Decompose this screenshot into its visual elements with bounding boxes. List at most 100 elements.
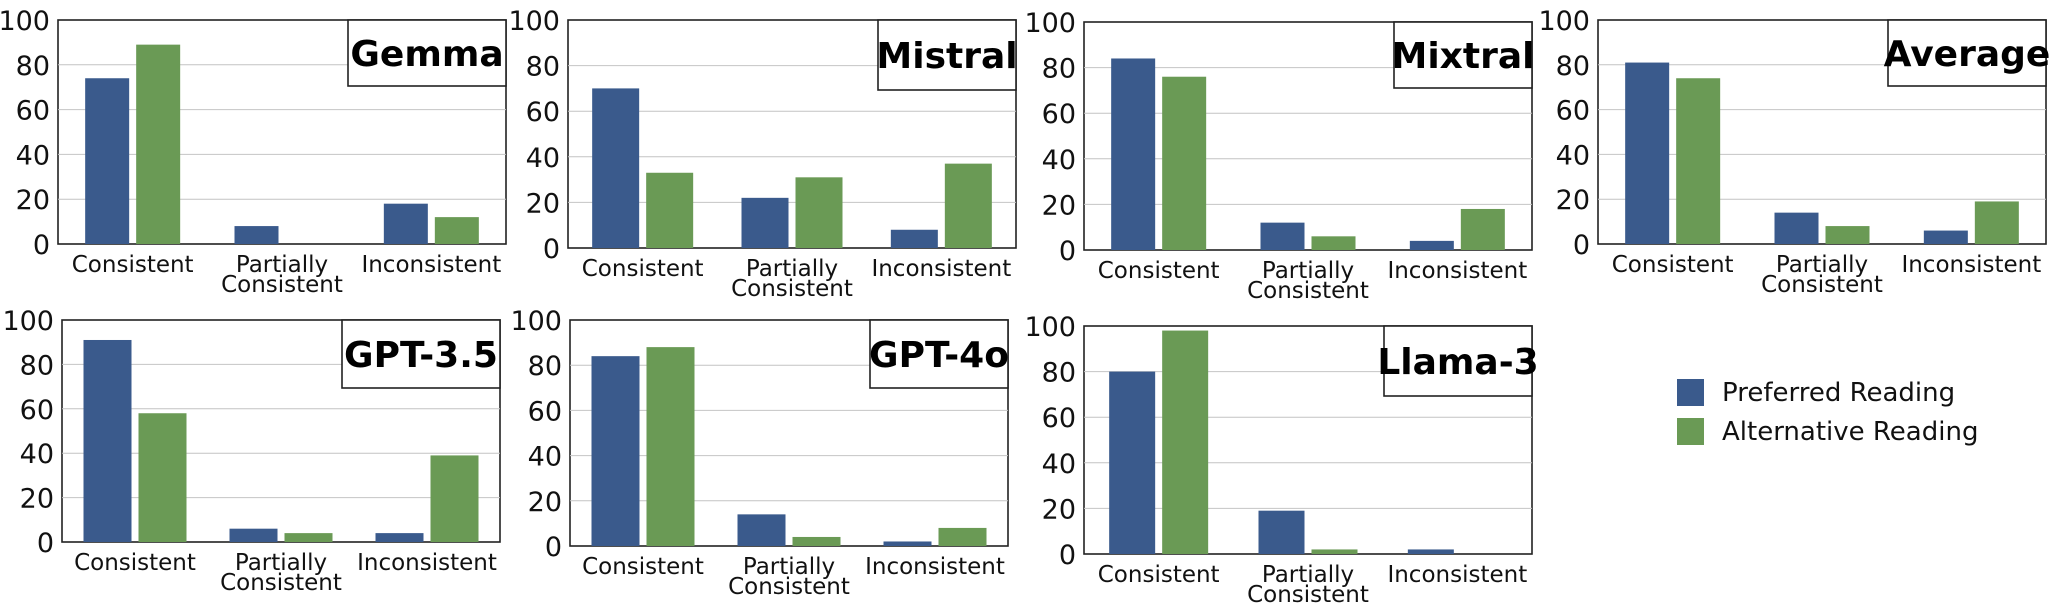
bar-alternative — [136, 44, 181, 244]
bar-preferred — [890, 229, 938, 248]
y-tick-label: 60 — [1042, 99, 1076, 130]
y-tick-label: 60 — [16, 96, 50, 127]
x-tick-label: Consistent — [1247, 582, 1369, 608]
bar-preferred — [83, 339, 132, 542]
bar-preferred — [1109, 371, 1156, 554]
x-tick-label: Partially — [746, 256, 838, 282]
bar-preferred — [1407, 549, 1454, 554]
x-tick-label: Consistent — [220, 570, 342, 596]
bar-preferred — [229, 528, 278, 542]
y-tick-label: 0 — [1573, 230, 1590, 261]
x-tick-label: Inconsistent — [865, 554, 1005, 580]
y-tick-label: 0 — [543, 234, 560, 265]
bar-alternative — [646, 172, 694, 248]
bar-alternative — [1460, 208, 1505, 250]
bar-preferred — [375, 533, 424, 542]
bar-preferred — [1260, 222, 1305, 250]
y-tick-label: 100 — [1024, 312, 1076, 343]
x-tick-label: Inconsistent — [871, 256, 1011, 282]
y-tick-label: 60 — [1556, 96, 1590, 127]
y-tick-label: 40 — [1556, 140, 1590, 171]
y-tick-label: 100 — [2, 306, 54, 337]
title-box — [877, 19, 1017, 91]
title-box — [1393, 21, 1533, 89]
x-tick-label: Inconsistent — [1901, 252, 2041, 278]
panel-title: Mixtral — [1392, 36, 1535, 77]
y-tick-label: 100 — [510, 306, 562, 337]
y-tick-label: 40 — [20, 439, 54, 470]
y-tick-label: 60 — [528, 396, 562, 427]
y-tick-label: 40 — [526, 143, 560, 174]
x-tick-label: Consistent — [728, 574, 850, 600]
y-tick-label: 80 — [1556, 51, 1590, 82]
x-tick-label: Partially — [1262, 258, 1354, 284]
x-tick-label: Consistent — [1098, 562, 1220, 588]
x-tick-label: Inconsistent — [361, 252, 501, 278]
x-tick-label: Partially — [1776, 252, 1868, 278]
legend-swatch-alternative — [1677, 418, 1704, 445]
panel-title: Gemma — [350, 34, 503, 75]
x-tick-label: Consistent — [74, 550, 196, 576]
x-tick-label: Inconsistent — [357, 550, 497, 576]
bar-alternative — [1311, 549, 1358, 554]
x-tick-label: Consistent — [221, 272, 343, 298]
bar-alternative — [1825, 226, 1870, 244]
x-tick-label: Consistent — [1612, 252, 1734, 278]
bar-preferred — [591, 356, 640, 546]
bar-alternative — [434, 217, 479, 244]
y-tick-label: 60 — [1042, 403, 1076, 434]
bar-alternative — [430, 455, 479, 542]
y-tick-label: 40 — [16, 140, 50, 171]
x-tick-label: Consistent — [582, 554, 704, 580]
y-tick-label: 100 — [1538, 6, 1590, 37]
y-tick-label: 40 — [528, 442, 562, 473]
y-tick-label: 80 — [1042, 54, 1076, 85]
panel-title: Mistral — [876, 36, 1017, 77]
panel-title: GPT-4o — [869, 335, 1009, 376]
bar-preferred — [883, 541, 932, 546]
x-tick-label: Consistent — [582, 256, 704, 282]
y-tick-label: 20 — [1042, 190, 1076, 221]
bar-alternative — [1676, 78, 1721, 245]
x-tick-label: Partially — [236, 252, 328, 278]
bar-alternative — [795, 177, 843, 248]
bar-preferred — [234, 226, 279, 244]
bar-alternative — [138, 413, 187, 542]
bar-preferred — [592, 88, 640, 249]
y-tick-label: 20 — [1042, 494, 1076, 525]
y-tick-label: 0 — [1059, 236, 1076, 267]
x-tick-label: Inconsistent — [1387, 258, 1527, 284]
bar-preferred — [1923, 230, 1968, 244]
panel-title: Average — [1884, 34, 2051, 75]
y-tick-label: 0 — [545, 532, 562, 563]
x-tick-label: Partially — [743, 554, 835, 580]
legend-swatch-preferred — [1677, 379, 1704, 406]
bar-preferred — [383, 203, 428, 244]
y-tick-label: 100 — [0, 6, 50, 37]
y-tick-label: 40 — [1042, 449, 1076, 480]
x-tick-label: Consistent — [1247, 278, 1369, 304]
bar-preferred — [1774, 212, 1819, 244]
title-box — [1383, 325, 1533, 397]
x-tick-label: Consistent — [1761, 272, 1883, 298]
bar-alternative — [938, 527, 987, 546]
y-tick-label: 20 — [528, 487, 562, 518]
x-tick-label: Consistent — [1098, 258, 1220, 284]
y-tick-label: 20 — [526, 188, 560, 219]
legend-label-alternative: Alternative Reading — [1722, 417, 1978, 447]
y-tick-label: 60 — [526, 97, 560, 128]
y-tick-label: 80 — [526, 52, 560, 83]
bar-preferred — [85, 78, 130, 245]
bar-alternative — [944, 163, 992, 248]
y-tick-label: 20 — [16, 185, 50, 216]
y-tick-label: 80 — [16, 51, 50, 82]
panel-title: Llama-3 — [1377, 342, 1538, 383]
bar-alternative — [284, 533, 333, 542]
